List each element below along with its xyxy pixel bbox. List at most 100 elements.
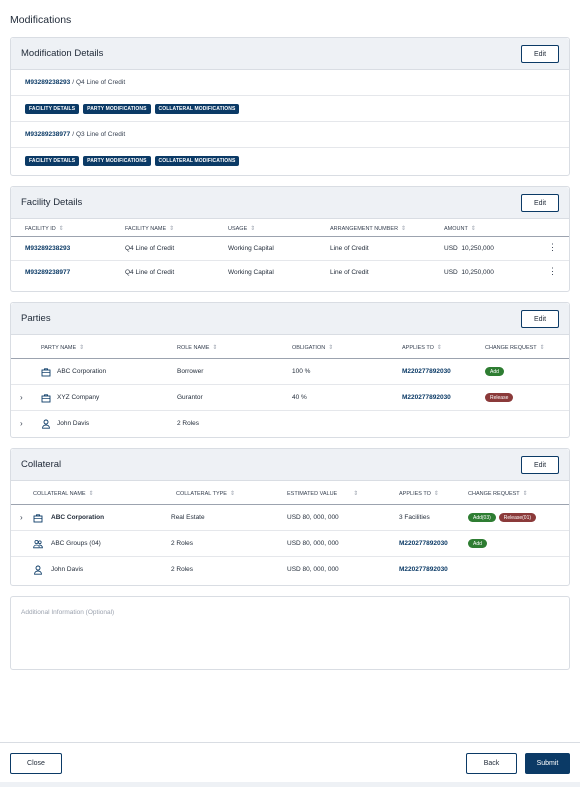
- change-request: Release: [485, 393, 516, 402]
- facility-details-card: Facility Details Edit FACILITY ID ⇕ FACIL…: [10, 186, 570, 292]
- release-badge: Release(01): [498, 513, 537, 522]
- chevron-right-icon[interactable]: ›: [20, 419, 23, 428]
- card-title: Collateral: [21, 459, 62, 470]
- column-header[interactable]: COLLATERAL TYPE ⇕: [176, 491, 235, 497]
- sort-icon: ⇕: [328, 345, 334, 351]
- facility-id-link[interactable]: M93289238293: [25, 245, 71, 252]
- table-row: › XYZ Company Gurantor 40 % M22027789203…: [11, 385, 569, 411]
- table-row: ABC Corporation Borrower 100 % M22027789…: [11, 359, 569, 385]
- card-title: Facility Details: [21, 197, 83, 208]
- more-options-icon[interactable]: ⋮: [548, 266, 557, 276]
- estimated-value: USD 80, 000, 000: [287, 514, 339, 521]
- separator: /: [72, 131, 74, 138]
- column-header[interactable]: OBLIGATION ⇕: [292, 345, 334, 351]
- close-button[interactable]: Close: [10, 753, 62, 774]
- modification-tags-row: FACILITY DETAILS PARTY MODIFICATIONS COL…: [11, 96, 569, 122]
- card-header: Modification Details Edit: [11, 38, 569, 70]
- back-button[interactable]: Back: [466, 753, 517, 774]
- table-row: ABC Groups (04) 2 Roles USD 80, 000, 000…: [11, 531, 569, 557]
- sort-icon: ⇕: [58, 226, 64, 232]
- change-request: Add: [468, 539, 490, 548]
- column-header[interactable]: AMOUNT ⇕: [444, 226, 476, 232]
- edit-collateral-button[interactable]: Edit: [521, 456, 559, 474]
- tag-facility-details[interactable]: FACILITY DETAILS: [25, 156, 80, 166]
- sort-icon: ⇕: [470, 226, 476, 232]
- estimated-value: USD 80, 000, 000: [287, 566, 339, 573]
- applies-to-link[interactable]: M220277892030: [402, 394, 451, 401]
- applies-to-link[interactable]: M220277892030: [399, 566, 448, 573]
- briefcase-icon: [41, 394, 51, 403]
- collateral-type: Real Estate: [171, 514, 205, 521]
- column-header[interactable]: FACILITY NAME ⇕: [125, 226, 175, 232]
- tag-collateral-modifications[interactable]: COLLATERAL MODIFICATIONS: [154, 103, 240, 114]
- card-header: Parties Edit: [11, 303, 569, 335]
- bottom-divider: [0, 782, 580, 787]
- column-header[interactable]: FACILITY ID ⇕: [25, 226, 64, 232]
- party-name: John Davis: [57, 420, 90, 427]
- more-options-icon[interactable]: ⋮: [548, 242, 557, 252]
- table-row: › ABC Corporation Real Estate USD 80, 00…: [11, 505, 569, 531]
- column-header[interactable]: CHANGE REQUEST ⇕: [485, 345, 545, 351]
- briefcase-icon: [33, 514, 43, 523]
- facility-id-link[interactable]: M93289238977: [25, 269, 71, 276]
- page-title: Modifications: [10, 14, 72, 26]
- group-icon: [33, 539, 43, 549]
- applies-to: 3 Facilities: [399, 514, 430, 521]
- party-name: ABC Corporation: [57, 368, 107, 375]
- sort-icon: ⇕: [169, 226, 175, 232]
- collateral-name: John Davis: [51, 566, 84, 573]
- obligation: 40 %: [292, 394, 307, 401]
- collateral-table-header: COLLATERAL NAME ⇕ COLLATERAL TYPE ⇕ ESTIMA…: [11, 481, 569, 505]
- table-row: M93289238293 Q4 Line of Credit Working C…: [11, 237, 569, 261]
- edit-facility-details-button[interactable]: Edit: [521, 194, 559, 212]
- modification-name: Q3 Line of Credit: [76, 131, 126, 138]
- additional-info-textarea[interactable]: Additional Information (Optional): [10, 596, 570, 670]
- column-header[interactable]: ROLE NAME ⇕: [177, 345, 218, 351]
- table-row: M93289238977 Q4 Line of Credit Working C…: [11, 261, 569, 285]
- column-header[interactable]: APPLIES TO ⇕: [399, 491, 439, 497]
- tag-party-modifications[interactable]: PARTY MODIFICATIONS: [83, 103, 151, 114]
- modification-tags-row: FACILITY DETAILS PARTY MODIFICATIONS COL…: [11, 148, 569, 174]
- submit-button[interactable]: Submit: [525, 753, 570, 774]
- sort-icon: ⇕: [539, 345, 545, 351]
- applies-to-link[interactable]: M220277892030: [399, 540, 448, 547]
- column-header[interactable]: ARRANGEMENT NUMBER ⇕: [330, 226, 407, 232]
- chevron-right-icon[interactable]: ›: [20, 393, 23, 402]
- add-badge: Add(03): [468, 513, 496, 522]
- column-header[interactable]: ESTIMATED VALUE ⇕: [287, 491, 359, 497]
- separator: /: [72, 79, 74, 86]
- collateral-type: 2 Roles: [171, 540, 194, 547]
- edit-parties-button[interactable]: Edit: [521, 310, 559, 328]
- modification-id-link[interactable]: M93289238977: [25, 131, 71, 138]
- edit-modification-details-button[interactable]: Edit: [521, 45, 559, 63]
- collateral-card: Collateral Edit COLLATERAL NAME ⇕ COLLATE…: [10, 448, 570, 586]
- sort-icon: ⇕: [79, 345, 85, 351]
- parties-card: Parties Edit PARTY NAME ⇕ ROLE NAME ⇕ OBLI…: [10, 302, 570, 438]
- card-header: Collateral Edit: [11, 449, 569, 481]
- column-header[interactable]: PARTY NAME ⇕: [41, 345, 85, 351]
- sort-icon: ⇕: [401, 226, 407, 232]
- tag-facility-details[interactable]: FACILITY DETAILS: [25, 103, 80, 114]
- column-header[interactable]: APPLIES TO ⇕: [402, 345, 442, 351]
- applies-to-link[interactable]: M220277892030: [402, 368, 451, 375]
- collateral-name: ABC Corporation: [51, 514, 105, 521]
- column-header[interactable]: USAGE ⇕: [228, 226, 256, 232]
- column-header[interactable]: CHANGE REQUEST ⇕: [468, 491, 528, 497]
- footer-bar: Close Back Submit: [0, 742, 580, 782]
- chevron-right-icon[interactable]: ›: [20, 513, 23, 522]
- sort-icon: ⇕: [212, 345, 218, 351]
- facility-name: Q4 Line of Credit: [125, 269, 175, 276]
- usage: Working Capital: [228, 269, 274, 276]
- amount: USD 10,250,000: [444, 245, 494, 252]
- obligation: 100 %: [292, 368, 311, 375]
- modification-id-link[interactable]: M93289238293: [25, 79, 71, 86]
- person-icon: [42, 419, 50, 429]
- role-name: 2 Roles: [177, 420, 200, 427]
- sort-icon: ⇕: [88, 491, 94, 497]
- tag-party-modifications[interactable]: PARTY MODIFICATIONS: [83, 156, 151, 166]
- card-header: Facility Details Edit: [11, 187, 569, 219]
- tag-collateral-modifications[interactable]: COLLATERAL MODIFICATIONS: [154, 156, 240, 166]
- modification-item: M93289238293 / Q4 Line of Credit: [11, 70, 569, 96]
- column-header[interactable]: COLLATERAL NAME ⇕: [33, 491, 94, 497]
